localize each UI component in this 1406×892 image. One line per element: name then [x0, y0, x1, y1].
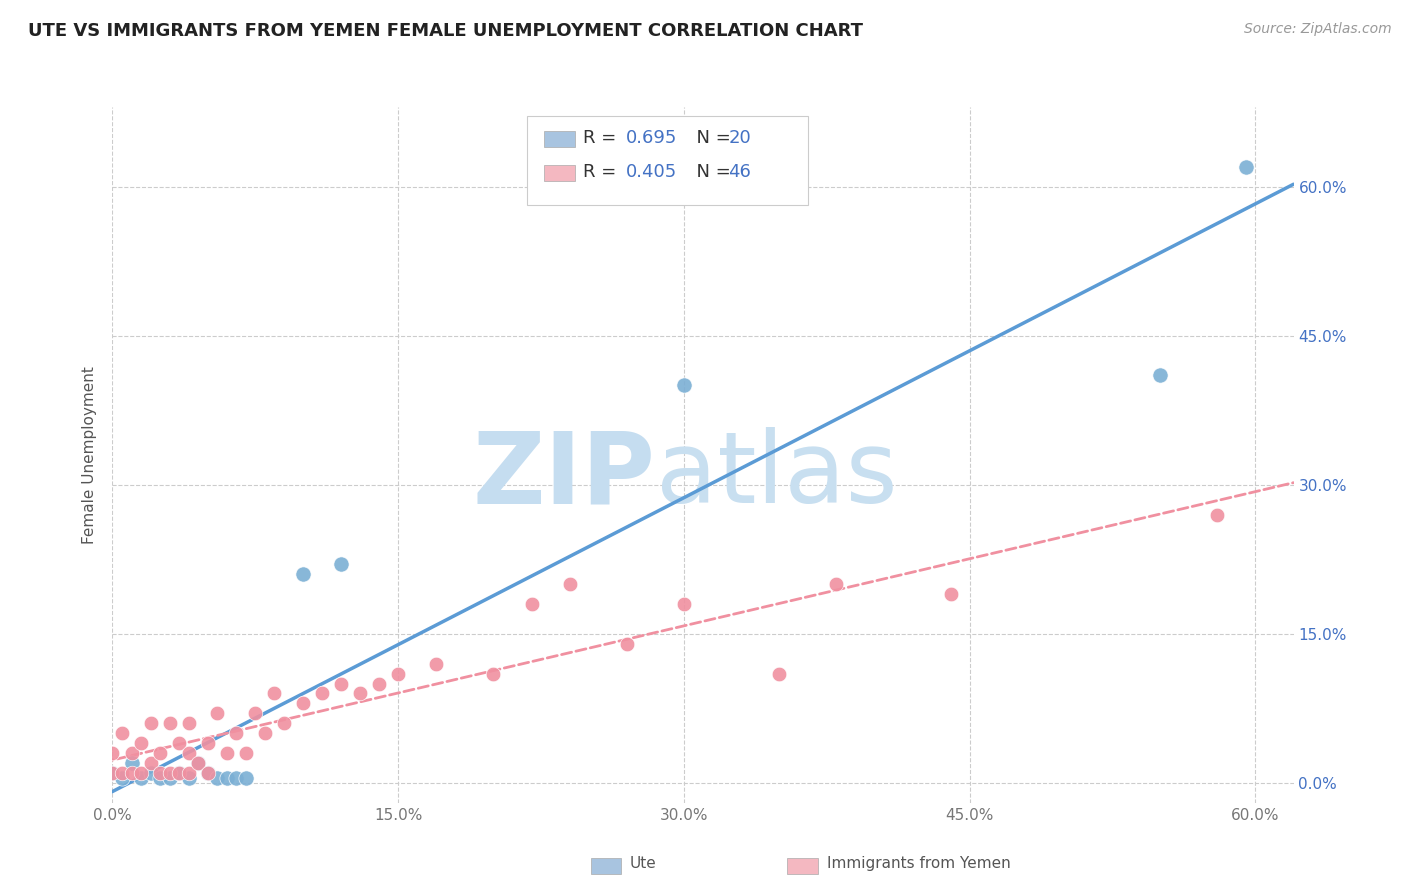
Y-axis label: Female Unemployment: Female Unemployment — [82, 366, 97, 544]
Point — [311, 686, 333, 700]
Point — [197, 766, 219, 780]
Point — [139, 766, 162, 780]
Point — [159, 771, 181, 785]
Point — [167, 766, 190, 780]
Point — [425, 657, 447, 671]
Point — [149, 746, 172, 760]
Point — [197, 736, 219, 750]
Text: Ute: Ute — [630, 856, 657, 871]
Point — [330, 676, 353, 690]
Point — [129, 771, 152, 785]
Point — [215, 771, 238, 785]
Text: UTE VS IMMIGRANTS FROM YEMEN FEMALE UNEMPLOYMENT CORRELATION CHART: UTE VS IMMIGRANTS FROM YEMEN FEMALE UNEM… — [28, 22, 863, 40]
Point — [177, 746, 200, 760]
Text: Immigrants from Yemen: Immigrants from Yemen — [827, 856, 1011, 871]
Point — [177, 766, 200, 780]
Point — [121, 746, 143, 760]
Point — [139, 716, 162, 731]
Point — [368, 676, 391, 690]
Point — [520, 597, 543, 611]
Point — [616, 637, 638, 651]
Point — [215, 746, 238, 760]
Point — [291, 567, 314, 582]
Point — [111, 726, 134, 740]
Point — [187, 756, 209, 770]
Point — [273, 716, 295, 731]
Point — [349, 686, 371, 700]
Text: R =: R = — [583, 163, 623, 181]
Point — [149, 766, 172, 780]
Point — [177, 716, 200, 731]
Point — [139, 756, 162, 770]
Point — [121, 756, 143, 770]
Point — [291, 697, 314, 711]
Point — [245, 706, 267, 721]
Point — [387, 666, 409, 681]
Point — [129, 736, 152, 750]
Point — [482, 666, 505, 681]
Point — [159, 716, 181, 731]
Point — [101, 766, 124, 780]
Point — [111, 771, 134, 785]
Point — [1149, 368, 1171, 383]
Point — [111, 766, 134, 780]
Point — [768, 666, 790, 681]
Point — [167, 736, 190, 750]
Text: atlas: atlas — [655, 427, 897, 524]
Point — [207, 706, 229, 721]
Point — [207, 771, 229, 785]
Point — [225, 726, 247, 740]
Point — [101, 766, 124, 780]
Text: 0.695: 0.695 — [626, 129, 678, 147]
Point — [672, 597, 695, 611]
Text: N =: N = — [685, 129, 737, 147]
Point — [939, 587, 962, 601]
Text: ZIP: ZIP — [472, 427, 655, 524]
Point — [187, 756, 209, 770]
Text: N =: N = — [685, 163, 737, 181]
Point — [263, 686, 285, 700]
Point — [225, 771, 247, 785]
Point — [672, 378, 695, 392]
Text: 0.405: 0.405 — [626, 163, 676, 181]
Point — [235, 746, 257, 760]
Text: R =: R = — [583, 129, 623, 147]
Point — [825, 577, 848, 591]
Point — [1234, 160, 1257, 174]
Point — [197, 766, 219, 780]
Point — [253, 726, 276, 740]
Point — [235, 771, 257, 785]
Point — [330, 558, 353, 572]
Point — [159, 766, 181, 780]
Point — [121, 766, 143, 780]
Point — [167, 766, 190, 780]
Point — [101, 746, 124, 760]
Text: 20: 20 — [728, 129, 751, 147]
Point — [149, 771, 172, 785]
Point — [129, 766, 152, 780]
Text: 46: 46 — [728, 163, 751, 181]
Point — [1206, 508, 1229, 522]
Point — [558, 577, 581, 591]
Text: Source: ZipAtlas.com: Source: ZipAtlas.com — [1244, 22, 1392, 37]
Point — [177, 771, 200, 785]
